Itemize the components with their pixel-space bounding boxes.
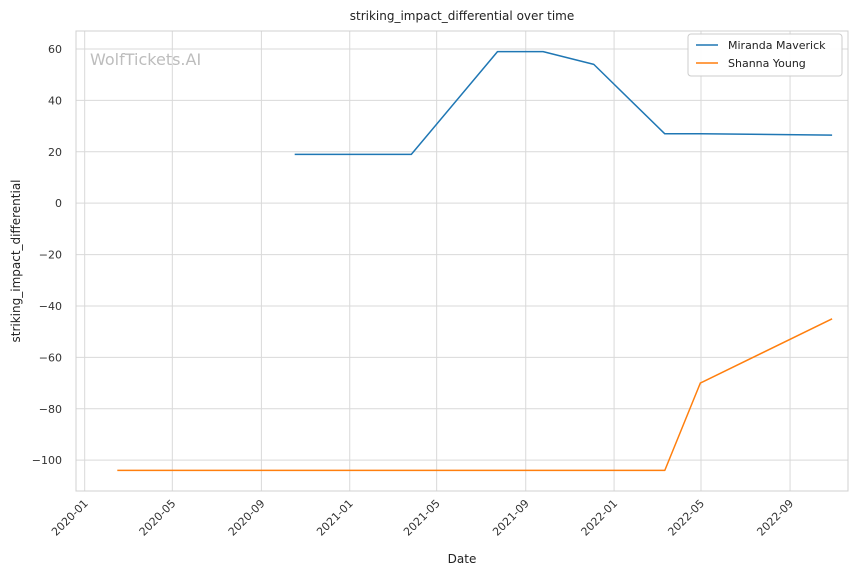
y-tick-label: 60 <box>48 43 62 56</box>
legend: Miranda Maverick Shanna Young <box>687 33 843 77</box>
series-line-1 <box>294 50 833 156</box>
y-tick-label: 40 <box>48 94 62 107</box>
y-tick-label: 0 <box>55 197 62 210</box>
y-tick-label: −40 <box>39 300 62 313</box>
grid <box>76 31 848 491</box>
legend-label: Miranda Maverick <box>728 39 826 52</box>
watermark: WolfTickets.AI <box>90 50 201 69</box>
legend-box <box>687 33 843 77</box>
x-axis-label: Date <box>448 552 477 566</box>
y-tick-label: −100 <box>32 454 62 467</box>
plot-frame <box>75 30 849 492</box>
chart-title: striking_impact_differential over time <box>350 9 575 23</box>
y-tick-label: −80 <box>39 403 62 416</box>
series-line-2 <box>117 318 833 472</box>
legend-label: Shanna Young <box>728 57 806 70</box>
y-axis-label: striking_impact_differential <box>9 179 23 342</box>
series-layer <box>117 50 833 472</box>
y-tick-label: −20 <box>39 249 62 262</box>
y-tick-label: −60 <box>39 351 62 364</box>
y-tick-label: 20 <box>48 146 62 159</box>
